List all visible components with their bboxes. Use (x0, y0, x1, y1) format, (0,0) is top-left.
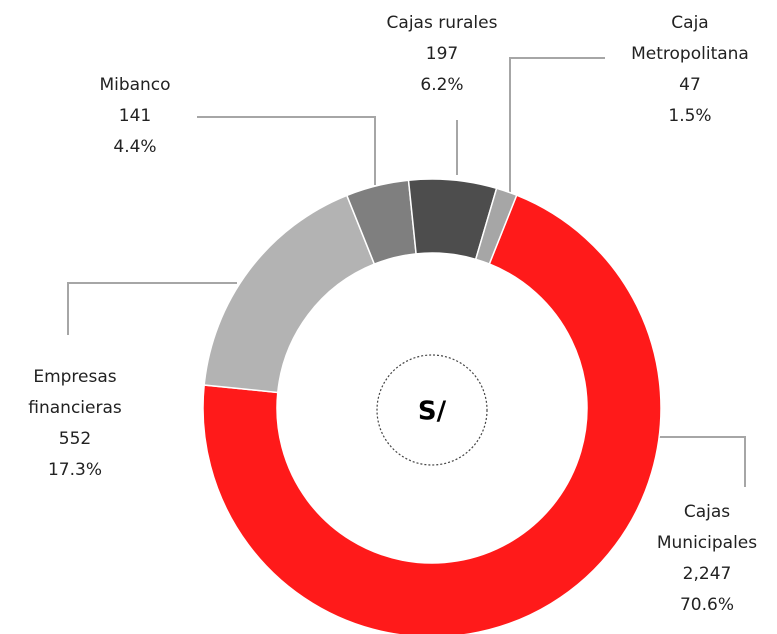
leader-line (197, 116, 376, 185)
value-label: 141 (118, 106, 152, 126)
value-label: 197 (425, 44, 459, 64)
leader-line (655, 436, 746, 487)
slice-label: Empresas financieras 552 17.3% (10, 362, 140, 486)
share-label: 70.6% (679, 595, 734, 615)
share-label: 17.3% (47, 460, 102, 480)
slice-label: Cajas rurales 197 6.2% (362, 8, 522, 101)
category-label: Cajas Municipales (656, 502, 758, 553)
donut-slice (203, 194, 376, 394)
share-label: 1.5% (668, 106, 712, 126)
category-label: Caja Metropolitana (631, 13, 749, 64)
leader-line (509, 57, 605, 195)
category-label: Cajas rurales (386, 13, 498, 33)
center-circle (376, 354, 488, 466)
slice-label: Mibanco 141 4.4% (75, 70, 195, 163)
slice-label: Cajas Municipales 2,247 70.6% (637, 497, 777, 621)
value-label: 2,247 (682, 564, 732, 584)
center-label: S/ (418, 397, 447, 427)
share-label: 6.2% (420, 75, 464, 95)
slice-label: Caja Metropolitana 47 1.5% (615, 8, 765, 132)
donut-slice (474, 187, 518, 265)
category-label: Mibanco (99, 75, 171, 95)
value-label: 552 (58, 429, 92, 449)
category-label: Empresas financieras (28, 367, 122, 418)
value-label: 47 (679, 75, 701, 95)
donut-slice (202, 194, 662, 634)
share-label: 4.4% (113, 137, 157, 157)
leader-lines (67, 57, 746, 487)
leader-line (67, 282, 237, 335)
